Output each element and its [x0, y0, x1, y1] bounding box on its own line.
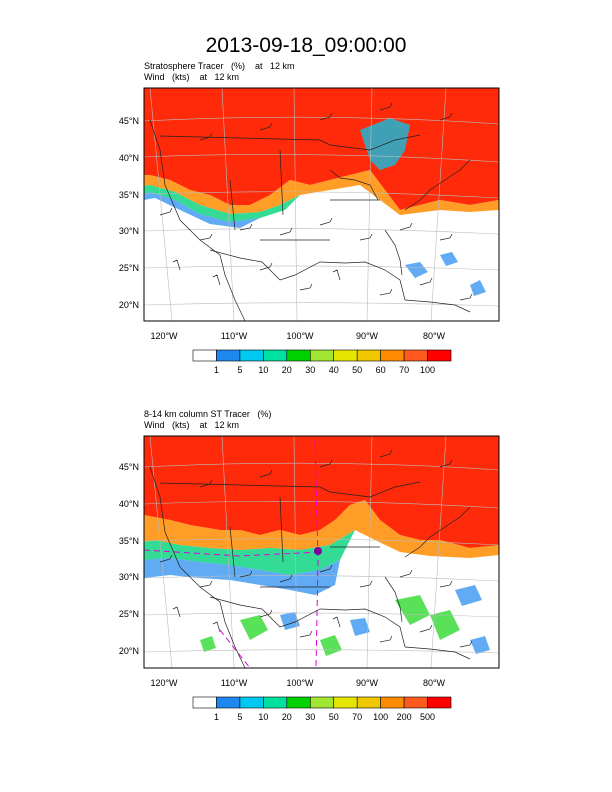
colorbar-label: 50 — [352, 365, 362, 375]
colorbar-label: 30 — [305, 712, 315, 722]
colorbar-label: 40 — [329, 365, 339, 375]
panel1-tracer-red — [144, 88, 499, 210]
colorbar-swatch — [216, 696, 241, 709]
panel2-colorbar: 1 5 10 20 30 50 70 100 200 500 — [192, 696, 452, 722]
panel2-lon-label: 100°W — [286, 678, 314, 688]
colorbar-label: 1 — [214, 712, 219, 722]
panel2-tracer-green — [144, 530, 355, 575]
panel1-lat-label: 35°N — [119, 190, 139, 200]
colorbar-label: 100 — [373, 712, 388, 722]
page-title: 2013-09-18_09:00:00 — [205, 34, 407, 57]
colorbar-swatch — [286, 349, 311, 362]
panel1-graticule — [143, 87, 500, 322]
colorbar-label: 5 — [237, 712, 242, 722]
panel1-lat-label: 40°N — [119, 153, 139, 163]
colorbar-label: 5 — [237, 365, 242, 375]
panel2-subtitle-1: 8-14 km column ST Tracer (%) — [144, 409, 272, 419]
panel1-subtitle-2: Wind (kts) at 12 km — [144, 72, 240, 82]
panel2-lon-label: 120°W — [150, 678, 178, 688]
panel1-lon-label: 120°W — [150, 331, 178, 341]
panel2-dashed-lines — [143, 439, 321, 669]
colorbar-label: 10 — [258, 712, 268, 722]
colorbar-label: 100 — [420, 365, 435, 375]
colorbar-label: 20 — [282, 365, 292, 375]
colorbar-swatch — [333, 349, 358, 362]
panel1-tracer-orange — [144, 170, 499, 215]
panel2-lat-label: 40°N — [119, 499, 139, 509]
panel2-map-frame — [143, 435, 500, 669]
panel1-gulf-blobs — [405, 252, 486, 296]
panel2-lon-label: 80°W — [423, 678, 446, 688]
panel1-lon-label: 90°W — [356, 331, 379, 341]
panel1-lon-label: 110°W — [221, 331, 248, 341]
panel2-map — [143, 435, 500, 669]
colorbar-swatch — [380, 349, 405, 362]
colorbar-swatch — [403, 349, 428, 362]
panel2-blue-patches — [280, 585, 490, 654]
colorbar-label: 50 — [329, 712, 339, 722]
panel1-lon-label: 100°W — [286, 331, 314, 341]
panel2-graticule — [143, 435, 500, 669]
panel1-lat-label: 25°N — [119, 263, 139, 273]
panel1-map — [143, 87, 500, 322]
colorbar-swatch — [216, 349, 241, 362]
colorbar-swatch — [309, 696, 335, 709]
panel2-lon-label: 110°W — [221, 678, 248, 688]
colorbar-label: 30 — [305, 365, 315, 375]
colorbar-swatch — [356, 349, 381, 362]
panel2-marker — [314, 547, 322, 555]
colorbar-swatch — [286, 696, 311, 709]
colorbar-label: 60 — [376, 365, 386, 375]
colorbar-label: 20 — [282, 712, 292, 722]
panel2-gulf-blobs — [200, 595, 460, 656]
panel2-lat-label: 45°N — [119, 462, 139, 472]
colorbar-label: 200 — [397, 712, 412, 722]
panel1-map-frame — [143, 87, 500, 322]
colorbar-swatch — [403, 696, 428, 709]
panel1-lat-label: 20°N — [119, 300, 139, 310]
colorbar-swatch — [333, 696, 358, 709]
colorbar-swatch — [427, 696, 452, 709]
colorbar-swatch — [356, 696, 381, 709]
colorbar-swatch — [239, 349, 264, 362]
colorbar-swatch — [263, 696, 288, 709]
colorbar-swatch — [263, 349, 288, 362]
colorbar-swatch — [427, 349, 452, 362]
colorbar-swatch — [309, 349, 335, 362]
colorbar-swatch — [380, 696, 405, 709]
panel2-axis-labels: 45°N 40°N 35°N 30°N 25°N 20°N 120°W 110°… — [119, 462, 446, 688]
colorbar-swatch — [192, 696, 217, 709]
panel2-wind-barbs — [159, 449, 473, 648]
colorbar-swatch — [192, 349, 217, 362]
colorbar-label: 500 — [420, 712, 435, 722]
panel1-colorbar: 1 5 10 20 30 40 50 60 70 100 — [192, 349, 452, 375]
colorbar-label: 70 — [352, 712, 362, 722]
panel1-borders — [149, 119, 471, 322]
panel1-lon-label: 80°W — [423, 331, 446, 341]
panel2-lat-label: 35°N — [119, 536, 139, 546]
panel2-lat-label: 20°N — [119, 646, 139, 656]
panel2-tracer-orange — [144, 500, 499, 558]
panel1-tracer-green — [144, 185, 300, 222]
panel1-lat-label: 30°N — [119, 226, 139, 236]
panel1-lat-label: 45°N — [119, 116, 139, 126]
panel2-lat-label: 30°N — [119, 572, 139, 582]
panel2-lat-label: 25°N — [119, 609, 139, 619]
panel1-axis-labels: 45°N 40°N 35°N 30°N 25°N 20°N 120°W 110°… — [119, 116, 446, 341]
panel1-wind-barbs — [159, 102, 473, 301]
panel2-borders — [149, 466, 471, 669]
panel2-subtitle-2: Wind (kts) at 12 km — [144, 420, 240, 430]
colorbar-label: 1 — [214, 365, 219, 375]
panel1-tracer-cyan — [144, 192, 260, 228]
colorbar-label: 70 — [399, 365, 409, 375]
colorbar-label: 10 — [258, 365, 268, 375]
panel2-lon-label: 90°W — [356, 678, 379, 688]
panel1-subtitle-1: Stratosphere Tracer (%) at 12 km — [144, 61, 295, 71]
colorbar-swatch — [239, 696, 264, 709]
